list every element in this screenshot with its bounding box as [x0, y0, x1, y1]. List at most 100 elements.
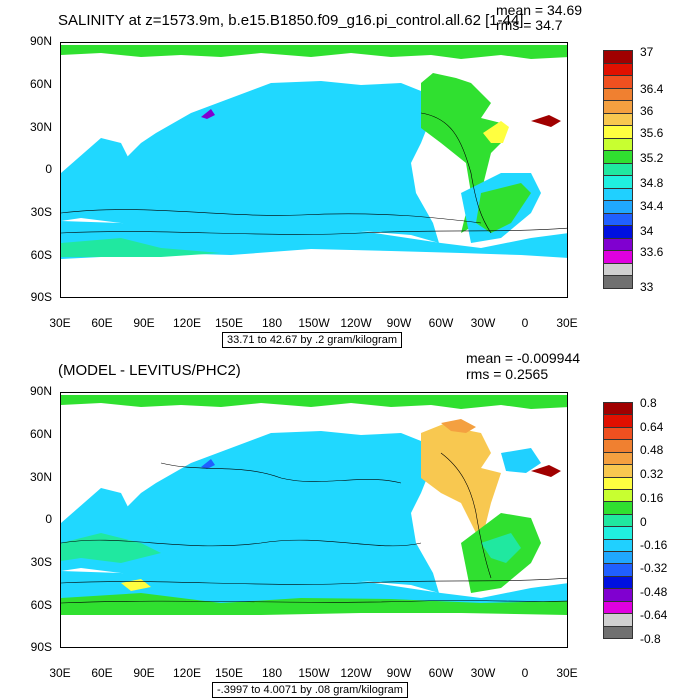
- lat-label: 90S: [30, 640, 52, 654]
- lat-label: 60S: [30, 598, 52, 612]
- colorbar-swatch: [603, 187, 633, 202]
- lon-label: 90E: [133, 666, 155, 680]
- lon-label: 30W: [470, 666, 496, 680]
- panel-title: (MODEL - LEVITUS/PHC2): [58, 362, 241, 379]
- colorbar-swatch: [603, 588, 633, 602]
- colorbar-swatch: [603, 563, 633, 577]
- colorbar-label: 34.4: [640, 199, 664, 213]
- colorbar-swatch: [603, 137, 633, 152]
- colorbar-swatch: [603, 125, 633, 139]
- colorbar-label: -0.8: [640, 632, 661, 646]
- colorbar-label: 33.6: [640, 245, 664, 259]
- colorbar-swatch: [603, 275, 633, 289]
- lat-label: 30S: [30, 205, 52, 219]
- colorbar-swatch: [603, 237, 633, 252]
- lon-label: 120E: [172, 666, 202, 680]
- colorbar-label: 37: [640, 45, 654, 59]
- colorbar-swatch: [603, 175, 633, 189]
- colorbar-swatch: [603, 402, 633, 416]
- colorbar: [603, 50, 633, 289]
- lon-label: 30E: [556, 316, 578, 330]
- colorbar-swatch: [603, 250, 633, 264]
- difference-panel: (MODEL - LEVITUS/PHC2) mean = -0.009944 …: [0, 350, 700, 700]
- colorbar-swatch: [603, 100, 633, 114]
- lon-label: 90W: [386, 316, 412, 330]
- lat-label: 30S: [30, 555, 52, 569]
- colorbar-swatch: [603, 439, 633, 453]
- lon-label: 150E: [214, 316, 244, 330]
- colorbar-swatch: [603, 414, 633, 428]
- colorbar-swatch: [603, 112, 633, 127]
- mean-value: mean = -0.009944: [466, 350, 581, 366]
- panel-title: SALINITY at z=1573.9m, b.e15.B1850.f09_g…: [58, 12, 524, 29]
- lat-label: 60N: [29, 77, 52, 91]
- lon-label: 120E: [172, 316, 202, 330]
- lon-label: 60E: [91, 666, 113, 680]
- colorbar-label: 0.64: [640, 420, 664, 434]
- colorbar-label: 36: [640, 104, 654, 118]
- colorbar: [603, 402, 633, 639]
- rms-value: rms = 0.2565: [466, 366, 549, 382]
- rms-value: rms = 34.7: [496, 17, 563, 33]
- colorbar-swatch: [603, 75, 633, 89]
- colorbar-label: 33: [640, 280, 654, 294]
- mean-value: mean = 34.69: [496, 2, 583, 18]
- colorbar-swatch: [603, 225, 633, 239]
- salinity-map: [60, 42, 568, 298]
- colorbar-swatch: [603, 488, 633, 503]
- lat-label: 0: [45, 162, 52, 176]
- lon-label: 60W: [428, 316, 454, 330]
- colorbar-swatch: [603, 575, 633, 590]
- lon-label: 90E: [133, 316, 155, 330]
- lon-label: 30E: [556, 666, 578, 680]
- lon-label: 180: [261, 666, 283, 680]
- colorbar-label: 0.16: [640, 491, 664, 505]
- lon-label: 0: [521, 316, 529, 330]
- colorbar-label: -0.32: [640, 561, 668, 575]
- lon-label: 90W: [386, 666, 412, 680]
- colorbar-swatch: [603, 62, 633, 77]
- lon-label: 30E: [49, 316, 71, 330]
- lon-label: 150E: [214, 666, 244, 680]
- colorbar-swatch: [603, 162, 633, 177]
- colorbar-label: 0.8: [640, 396, 657, 410]
- contour-range-label: -.3997 to 4.0071 by .08 gram/kilogram: [212, 682, 408, 698]
- colorbar-swatch: [603, 50, 633, 64]
- colorbar-swatch: [603, 501, 633, 515]
- colorbar-swatch: [603, 150, 633, 164]
- lat-label: 90N: [29, 34, 52, 48]
- colorbar-label: 0: [640, 515, 647, 529]
- lon-label: 0: [521, 666, 529, 680]
- salinity-panel: SALINITY at z=1573.9m, b.e15.B1850.f09_g…: [29, 2, 664, 348]
- lat-label: 90N: [29, 384, 52, 398]
- colorbar-swatch: [603, 513, 633, 528]
- colorbar-label: 35.2: [640, 151, 664, 165]
- colorbar-swatch: [603, 538, 633, 553]
- difference-map: [60, 392, 568, 648]
- colorbar-swatch: [603, 200, 633, 214]
- colorbar-swatch: [603, 87, 633, 102]
- lat-label: 90S: [30, 290, 52, 304]
- lon-label: 30E: [49, 666, 71, 680]
- lat-label: 60S: [30, 248, 52, 262]
- colorbar-label: -0.48: [640, 585, 668, 599]
- colorbar-label: 0.48: [640, 443, 664, 457]
- colorbar-swatch: [603, 526, 633, 540]
- colorbar-label: -0.16: [640, 538, 668, 552]
- colorbar-swatch: [603, 426, 633, 441]
- colorbar-swatch: [603, 262, 633, 277]
- colorbar-label: -0.64: [640, 608, 668, 622]
- colorbar-swatch: [603, 464, 633, 478]
- colorbar-swatch: [603, 212, 633, 227]
- colorbar-swatch: [603, 613, 633, 627]
- contour-range-label: 33.71 to 42.67 by .2 gram/kilogram: [222, 332, 402, 348]
- lon-label: 150W: [298, 666, 330, 680]
- lat-label: 30N: [29, 120, 52, 134]
- lon-label: 60E: [91, 316, 113, 330]
- colorbar-swatch: [603, 551, 633, 565]
- colorbar-label: 34: [640, 224, 654, 238]
- lon-label: 120W: [340, 316, 372, 330]
- lon-label: 150W: [298, 316, 330, 330]
- colorbar-swatch: [603, 625, 633, 639]
- colorbar-label: 35.6: [640, 126, 664, 140]
